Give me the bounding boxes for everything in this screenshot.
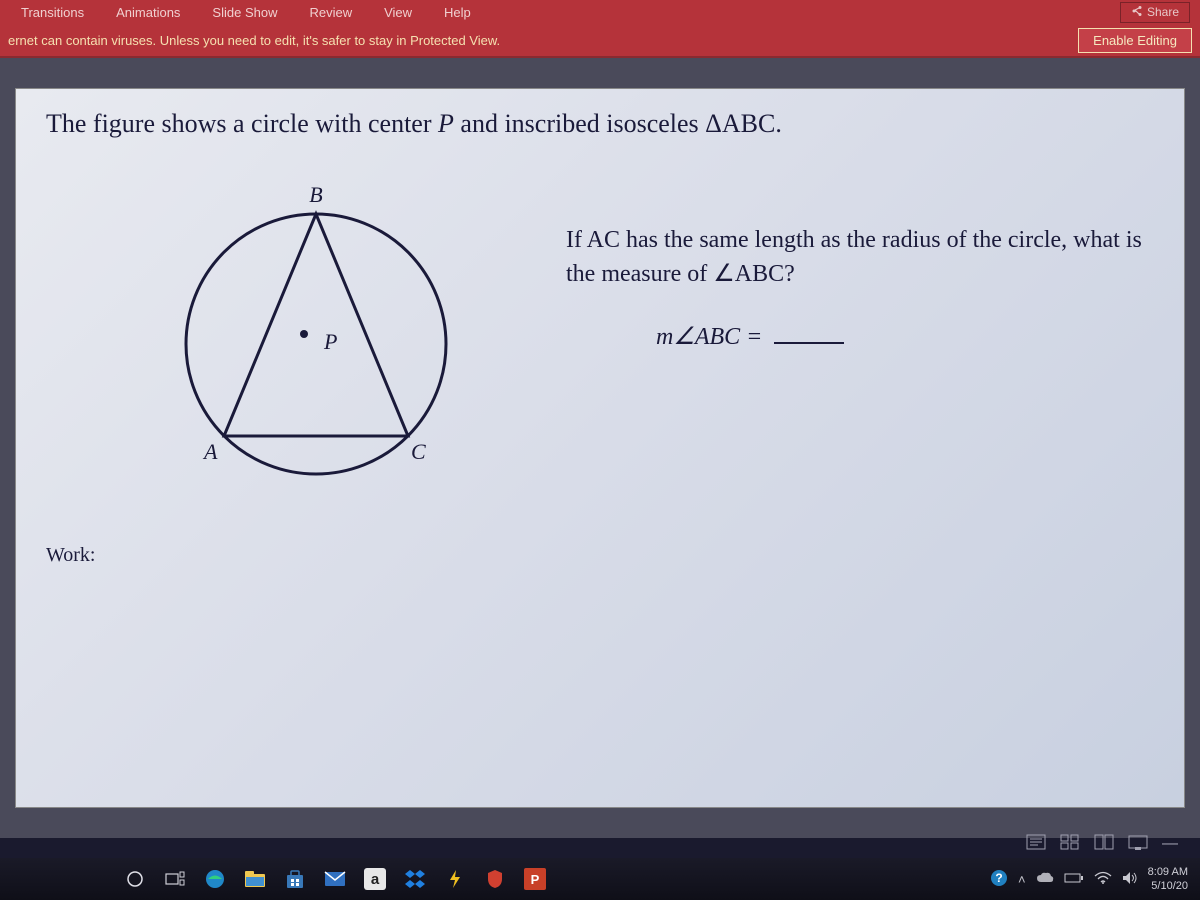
slide-editor-area: The figure shows a circle with center P … — [0, 58, 1200, 838]
battery-icon[interactable] — [1064, 872, 1084, 887]
tab-view[interactable]: View — [368, 2, 428, 23]
figure-area: B P A C If AC has the same length as the… — [46, 154, 1154, 514]
taskbar-left: a P — [8, 862, 552, 896]
tab-transitions[interactable]: Transitions — [5, 2, 100, 23]
label-p: P — [323, 329, 337, 354]
title-prefix: The figure shows a circle with center — [46, 109, 438, 138]
inscribed-triangle — [224, 214, 408, 436]
volume-icon[interactable] — [1122, 871, 1138, 888]
title-suffix: . — [775, 109, 782, 138]
enable-editing-button[interactable]: Enable Editing — [1078, 28, 1192, 53]
sorter-view-icon[interactable] — [1094, 834, 1114, 855]
powerpoint-icon[interactable]: P — [518, 862, 552, 896]
wifi-icon[interactable] — [1094, 871, 1112, 888]
tab-review[interactable]: Review — [293, 2, 368, 23]
slide-title: The figure shows a circle with center P … — [46, 109, 1154, 139]
taskbar-right: ? ˄ 8:09 AM 5/10/20 — [990, 865, 1192, 894]
cloud-icon[interactable] — [1036, 872, 1054, 887]
work-label: Work: — [46, 544, 1154, 567]
edge-icon[interactable] — [198, 862, 232, 896]
slide-canvas[interactable]: The figure shows a circle with center P … — [15, 88, 1185, 808]
ribbon-tabs-bar: Transitions Animations Slide Show Review… — [0, 0, 1200, 24]
reading-view-icon[interactable] — [1128, 834, 1148, 855]
answer-prefix: m∠ABC = — [656, 324, 768, 350]
tab-help[interactable]: Help — [428, 2, 487, 23]
mail-icon[interactable] — [318, 862, 352, 896]
protected-view-bar: ernet can contain viruses. Unless you ne… — [0, 24, 1200, 58]
dropbox-icon[interactable] — [398, 862, 432, 896]
clock-date: 5/10/20 — [1148, 879, 1188, 893]
label-b: B — [309, 182, 322, 207]
svg-text:?: ? — [995, 871, 1002, 885]
share-button[interactable]: Share — [1120, 2, 1190, 23]
tab-animations[interactable]: Animations — [100, 2, 196, 23]
problem-text: If AC has the same length as the radius … — [566, 154, 1154, 385]
tab-slideshow[interactable]: Slide Show — [196, 2, 293, 23]
title-center-p: P — [438, 109, 454, 138]
label-a: A — [202, 439, 218, 464]
normal-view-icon[interactable] — [1060, 834, 1080, 855]
label-c: C — [411, 439, 426, 464]
amazon-icon[interactable]: a — [358, 862, 392, 896]
bolt-icon[interactable] — [438, 862, 472, 896]
file-explorer-icon[interactable] — [238, 862, 272, 896]
security-icon[interactable] — [478, 862, 512, 896]
help-tray-icon[interactable]: ? — [990, 869, 1008, 890]
task-view-button[interactable] — [158, 862, 192, 896]
clock-time: 8:09 AM — [1148, 865, 1188, 879]
chevron-up-icon[interactable]: ˄ — [1018, 872, 1026, 887]
notes-view-icon[interactable] — [1026, 834, 1046, 855]
share-label: Share — [1147, 5, 1179, 19]
ribbon-tabs-left: Transitions Animations Slide Show Review… — [5, 2, 487, 23]
answer-blank — [774, 342, 844, 344]
answer-line: m∠ABC = — [656, 321, 1154, 355]
share-icon — [1131, 5, 1143, 20]
title-triangle: ΔABC — [705, 109, 775, 138]
start-button[interactable] — [118, 862, 152, 896]
protected-view-message: ernet can contain viruses. Unless you ne… — [8, 33, 1068, 48]
circle-diagram: B P A C — [126, 154, 506, 514]
problem-question: If AC has the same length as the radius … — [566, 224, 1154, 291]
title-mid: and inscribed isosceles — [454, 109, 705, 138]
status-bar: — — [1014, 830, 1190, 858]
taskbar: a P ? ˄ 8:09 AM 5 — [0, 858, 1200, 900]
zoom-slider[interactable]: — — [1162, 835, 1178, 853]
center-point — [300, 330, 308, 338]
store-icon[interactable] — [278, 862, 312, 896]
taskbar-clock[interactable]: 8:09 AM 5/10/20 — [1148, 865, 1192, 894]
